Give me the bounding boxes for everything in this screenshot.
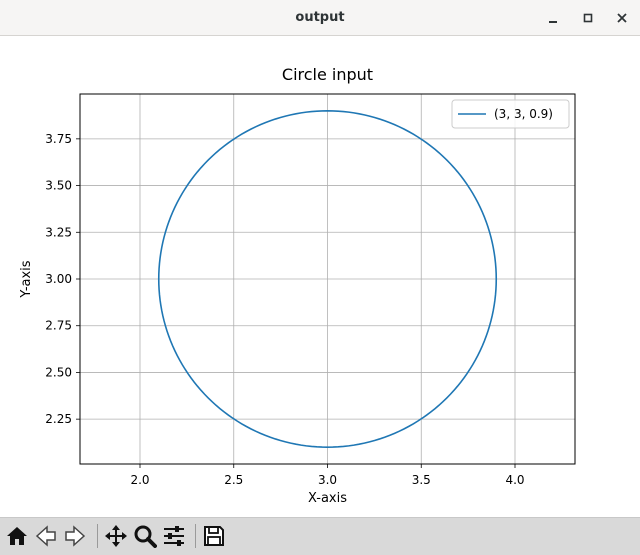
x-ticks: 2.0 2.5 3.0 3.5 4.0: [130, 464, 525, 487]
zoom-button[interactable]: [132, 522, 158, 550]
figure-canvas: 2.0 2.5 3.0 3.5 4.0 2.25 2.50 2.75 3.00 3.25 3.50…: [0, 36, 640, 517]
save-button[interactable]: [201, 522, 227, 550]
y-tick-label: 2.25: [45, 412, 72, 426]
pan-button[interactable]: [103, 522, 129, 550]
toolbar-separator: [195, 524, 196, 548]
maximize-icon: [583, 13, 593, 23]
toolbar-separator: [97, 524, 98, 548]
back-icon: [35, 525, 56, 547]
x-tick-label: 3.5: [412, 473, 431, 487]
close-button[interactable]: [612, 8, 632, 28]
legend-box: [451, 99, 570, 129]
navigation-toolbar: [0, 517, 640, 555]
close-icon: [617, 13, 627, 23]
legend-label: (3, 3, 0.9): [494, 107, 553, 121]
series-layer: [157, 110, 498, 448]
x-axis-label: X-axis: [308, 491, 347, 506]
minimize-button[interactable]: [543, 8, 563, 28]
home-button[interactable]: [4, 522, 30, 550]
y-tick-label: 3.75: [45, 132, 72, 146]
window-titlebar: output: [0, 0, 640, 36]
configure-subplots-button[interactable]: [161, 522, 187, 550]
pan-icon: [105, 525, 127, 547]
zoom-icon: [134, 525, 157, 548]
grid: [80, 94, 575, 464]
window-title: output: [295, 10, 345, 25]
forward-button[interactable]: [62, 522, 88, 550]
maximize-button[interactable]: [578, 8, 598, 28]
legend: (3, 3, 0.9): [451, 99, 570, 129]
home-icon: [7, 527, 27, 545]
back-button[interactable]: [33, 522, 59, 550]
x-tick-label: 2.0: [130, 473, 149, 487]
forward-icon: [65, 525, 86, 547]
configure-subplots-icon: [164, 526, 184, 546]
x-tick-label: 2.5: [224, 473, 243, 487]
save-icon: [204, 526, 224, 546]
y-tick-label: 3.50: [45, 179, 72, 193]
y-axis-label: Y-axis: [19, 260, 34, 298]
chart: 2.0 2.5 3.0 3.5 4.0 2.25 2.50 2.75 3.00 3.25 3.50…: [19, 65, 576, 506]
y-tick-label: 3.25: [45, 225, 72, 239]
minimize-icon: [549, 21, 557, 23]
chart-title: Circle input: [282, 65, 373, 84]
x-tick-label: 4.0: [505, 473, 524, 487]
y-tick-label: 3.00: [45, 272, 72, 286]
y-tick-label: 2.75: [45, 319, 72, 333]
x-tick-label: 3.0: [318, 473, 337, 487]
y-ticks: 2.25 2.50 2.75 3.00 3.25 3.50 3.75: [45, 132, 80, 426]
series-line: [157, 110, 498, 448]
y-tick-label: 2.50: [45, 365, 72, 379]
